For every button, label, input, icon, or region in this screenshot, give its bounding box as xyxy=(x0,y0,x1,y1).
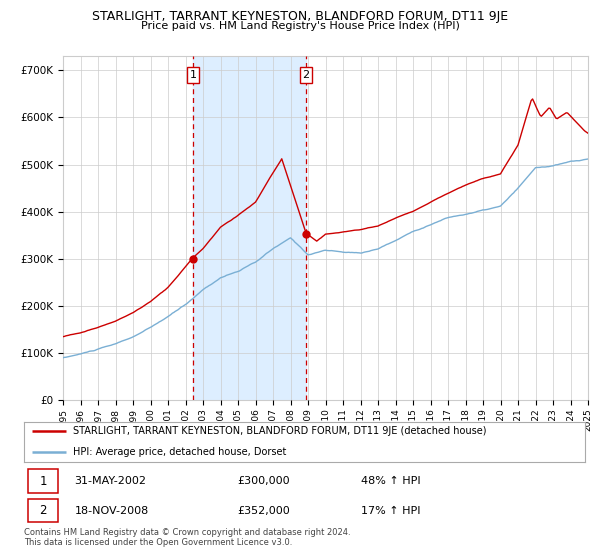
Text: 1: 1 xyxy=(40,474,47,488)
Text: 31-MAY-2002: 31-MAY-2002 xyxy=(74,476,146,486)
Text: STARLIGHT, TARRANT KEYNESTON, BLANDFORD FORUM, DT11 9JE: STARLIGHT, TARRANT KEYNESTON, BLANDFORD … xyxy=(92,10,508,23)
Text: 48% ↑ HPI: 48% ↑ HPI xyxy=(361,476,420,486)
FancyBboxPatch shape xyxy=(28,499,58,522)
Text: 18-NOV-2008: 18-NOV-2008 xyxy=(74,506,149,516)
Bar xyxy=(193,56,306,400)
Text: 1: 1 xyxy=(190,70,196,80)
FancyBboxPatch shape xyxy=(28,469,58,493)
Text: 2: 2 xyxy=(40,504,47,517)
Text: 2: 2 xyxy=(302,70,310,80)
Text: This data is licensed under the Open Government Licence v3.0.: This data is licensed under the Open Gov… xyxy=(24,538,292,547)
Text: Contains HM Land Registry data © Crown copyright and database right 2024.: Contains HM Land Registry data © Crown c… xyxy=(24,528,350,536)
Text: STARLIGHT, TARRANT KEYNESTON, BLANDFORD FORUM, DT11 9JE (detached house): STARLIGHT, TARRANT KEYNESTON, BLANDFORD … xyxy=(73,426,487,436)
Text: £300,000: £300,000 xyxy=(237,476,290,486)
Text: 17% ↑ HPI: 17% ↑ HPI xyxy=(361,506,420,516)
Text: Price paid vs. HM Land Registry's House Price Index (HPI): Price paid vs. HM Land Registry's House … xyxy=(140,21,460,31)
Text: £352,000: £352,000 xyxy=(237,506,290,516)
Text: HPI: Average price, detached house, Dorset: HPI: Average price, detached house, Dors… xyxy=(73,446,287,456)
